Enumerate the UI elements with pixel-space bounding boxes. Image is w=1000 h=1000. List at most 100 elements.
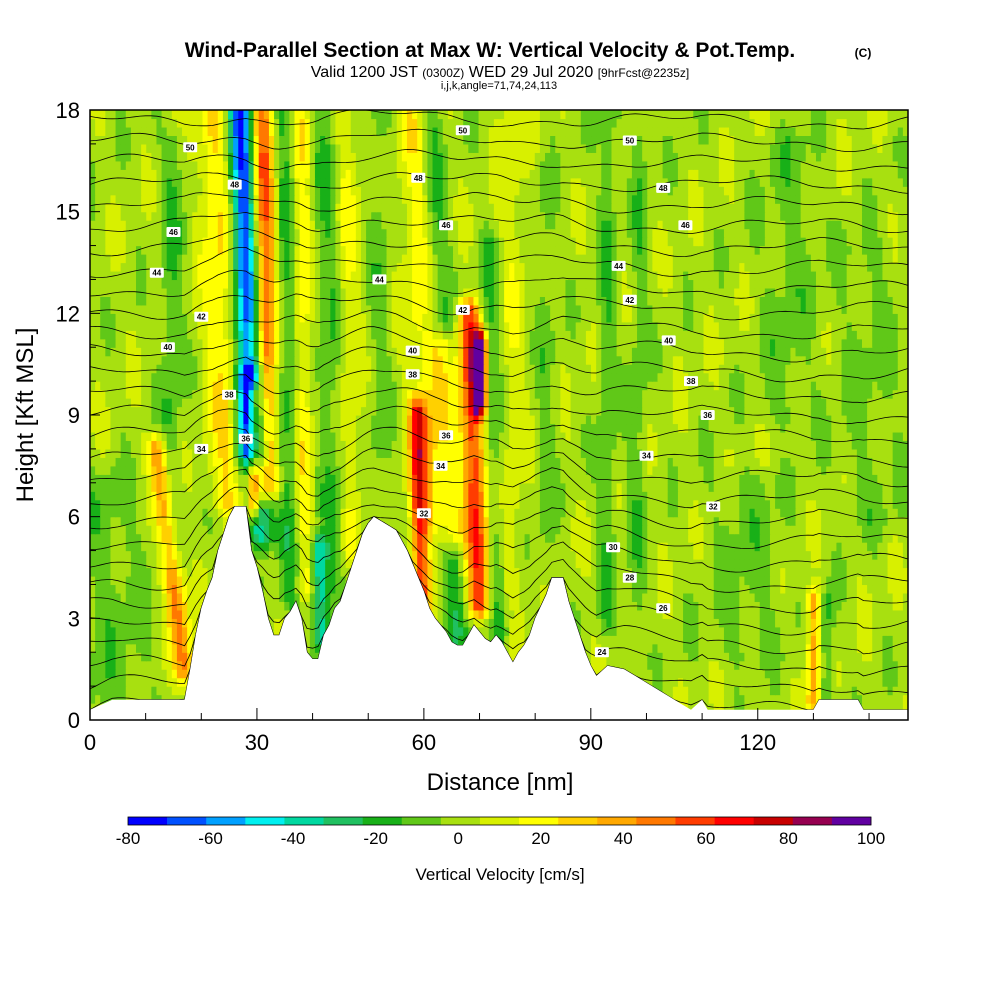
w-cell [100, 652, 106, 662]
w-cell [176, 626, 183, 636]
w-cell [800, 550, 807, 560]
w-cell [304, 491, 311, 501]
w-cell [877, 516, 884, 526]
w-cell [555, 542, 561, 552]
w-cell [882, 669, 889, 679]
w-cell [146, 643, 152, 653]
w-cell [171, 567, 178, 577]
w-cell [785, 635, 792, 645]
w-cell [345, 533, 352, 543]
w-cell [458, 508, 464, 518]
w-cell [800, 626, 807, 636]
w-cell [754, 457, 761, 467]
w-cell [805, 669, 812, 679]
w-cell [171, 643, 178, 653]
w-cell [647, 559, 653, 569]
w-cell [826, 609, 832, 619]
w-cell [657, 652, 664, 662]
w-cell [775, 457, 781, 467]
w-cell [662, 635, 669, 645]
w-cell [488, 626, 495, 636]
w-cell [708, 601, 715, 611]
w-cell [616, 457, 623, 467]
w-cell [902, 499, 908, 509]
w-cell [734, 465, 740, 475]
w-cell [642, 499, 648, 509]
w-cell [734, 482, 740, 492]
w-cell [672, 567, 679, 577]
w-cell [683, 525, 689, 535]
w-cell [754, 516, 761, 526]
w-cell [228, 457, 234, 467]
w-cell [483, 550, 490, 560]
w-cell [120, 491, 127, 501]
w-cell [637, 465, 643, 475]
w-cell [519, 626, 526, 636]
w-cell [115, 618, 122, 628]
w-cell [146, 635, 152, 645]
w-cell [499, 465, 505, 475]
w-cell [836, 550, 843, 560]
w-cell [882, 686, 889, 696]
w-cell [136, 491, 142, 501]
w-cell [836, 559, 843, 569]
w-cell [897, 609, 904, 619]
w-cell [892, 457, 899, 467]
w-cell [591, 491, 597, 501]
w-cell [693, 677, 699, 687]
w-cell [744, 660, 751, 670]
w-cell [856, 508, 863, 518]
w-cell [447, 550, 454, 560]
w-cell [504, 465, 510, 475]
w-cell [156, 669, 163, 679]
w-cell [856, 635, 863, 645]
w-cell [856, 660, 863, 670]
w-cell [488, 499, 495, 509]
w-cell [703, 677, 710, 687]
w-cell [708, 525, 715, 535]
w-cell [570, 609, 577, 619]
w-cell [759, 703, 766, 713]
w-cell [688, 542, 694, 552]
w-cell [882, 499, 889, 509]
w-cell [631, 482, 638, 492]
w-cell [856, 626, 863, 636]
w-cell [708, 703, 715, 713]
w-cell [345, 525, 352, 535]
w-cell [176, 686, 183, 696]
w-cell [335, 559, 342, 569]
w-cell [376, 491, 383, 501]
w-cell [795, 525, 802, 535]
w-cell [176, 669, 183, 679]
w-cell [560, 525, 567, 535]
w-cell [447, 601, 454, 611]
w-cell [856, 491, 863, 501]
w-cell [350, 542, 357, 552]
w-cell [284, 575, 290, 586]
w-cell [432, 482, 439, 492]
w-cell [458, 559, 464, 569]
w-cell [105, 601, 112, 611]
w-cell [217, 465, 224, 475]
w-cell [330, 482, 336, 492]
w-cell [759, 669, 766, 679]
w-cell [463, 474, 469, 484]
w-cell [785, 516, 792, 526]
w-cell [458, 465, 464, 475]
w-cell [499, 626, 505, 636]
w-cell [366, 465, 372, 475]
w-cell [616, 533, 623, 543]
w-cell [841, 609, 848, 619]
w-cell [795, 559, 802, 569]
w-cell [892, 533, 899, 543]
w-cell [289, 550, 296, 560]
w-cell [534, 465, 541, 475]
w-cell [826, 669, 832, 679]
w-cell [222, 482, 229, 492]
w-cell [769, 533, 776, 543]
w-cell [739, 542, 745, 552]
w-cell [115, 448, 122, 458]
w-cell [437, 516, 444, 526]
w-cell [136, 652, 142, 662]
